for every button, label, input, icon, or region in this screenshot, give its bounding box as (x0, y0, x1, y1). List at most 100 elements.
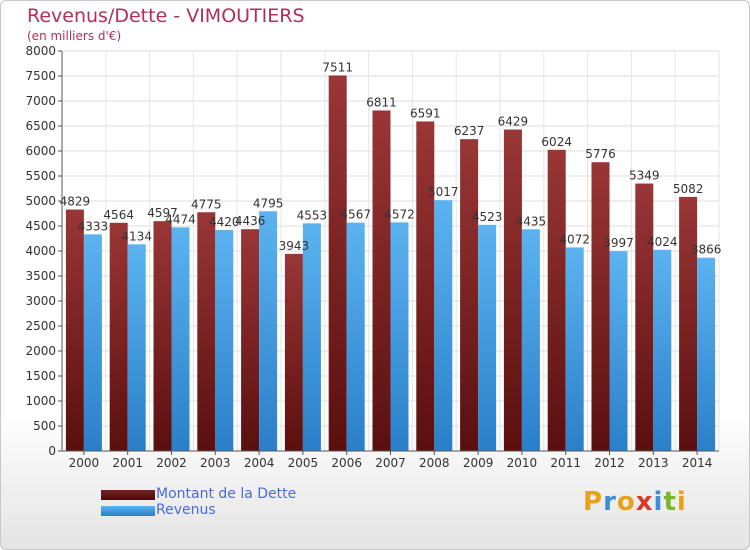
bar-revenus-2001 (127, 244, 146, 451)
bar-revenus-2013 (653, 249, 672, 451)
data-label-debt-2000: 4829 (60, 195, 91, 209)
y-tick-label: 7000 (25, 94, 56, 108)
chart-subtitle: (en milliers d'€) (27, 29, 122, 43)
data-label-revenus-2001: 4134 (121, 229, 152, 243)
data-label-revenus-2008: 5017 (428, 185, 459, 199)
data-label-debt-2012: 5776 (585, 147, 616, 161)
data-label-debt-2003: 4775 (191, 197, 222, 211)
proxiti-logo: Proxiti (583, 487, 687, 517)
data-label-revenus-2004: 4795 (253, 196, 284, 210)
x-tick-label-2010: 2010 (507, 456, 538, 470)
x-tick-label-2002: 2002 (156, 456, 187, 470)
y-tick-label: 6500 (25, 119, 56, 133)
data-label-debt-2008: 6591 (410, 106, 441, 120)
y-tick-label: 1000 (25, 394, 56, 408)
bar-debt-2014 (679, 196, 698, 451)
x-tick-label-2013: 2013 (638, 456, 669, 470)
logo-letter: i (653, 487, 664, 517)
y-tick-label: 4000 (25, 244, 56, 258)
legend-swatch-debt (101, 490, 155, 500)
y-tick-label: 3500 (25, 269, 56, 283)
data-label-revenus-2011: 4072 (559, 232, 590, 246)
y-tick-label: 6000 (25, 144, 56, 158)
data-label-debt-2014: 5082 (673, 182, 704, 196)
data-label-revenus-2013: 4024 (647, 235, 678, 249)
logo-letter: P (583, 487, 604, 517)
data-label-revenus-2003: 4420 (209, 215, 240, 229)
bar-revenus-2005 (302, 223, 321, 451)
legend-label-revenus: Revenus (156, 502, 216, 518)
data-label-revenus-2002: 4474 (165, 212, 196, 226)
bar-debt-2002 (153, 221, 172, 451)
x-tick-label-2008: 2008 (419, 456, 450, 470)
data-label-revenus-2012: 3997 (603, 236, 634, 250)
bar-debt-2000 (65, 209, 84, 451)
bar-debt-2006 (328, 75, 347, 451)
bar-debt-2001 (109, 222, 128, 451)
chart-title: Revenus/Dette - VIMOUTIERS (27, 5, 305, 27)
x-tick-label-2005: 2005 (288, 456, 319, 470)
data-label-revenus-2014: 3866 (691, 243, 722, 257)
data-label-revenus-2000: 4333 (78, 219, 109, 233)
x-tick-label-2012: 2012 (594, 456, 625, 470)
bar-revenus-2006 (346, 222, 365, 451)
y-tick-label: 1500 (25, 369, 56, 383)
bar-debt-2005 (284, 253, 303, 451)
x-tick-label-2004: 2004 (244, 456, 275, 470)
logo-letter: i (676, 487, 687, 517)
y-tick-label: 5000 (25, 194, 56, 208)
data-label-revenus-2005: 4553 (297, 208, 328, 222)
legend-label-debt: Montant de la Dette (156, 486, 297, 502)
bar-debt-2010 (503, 129, 522, 452)
data-label-revenus-2006: 4567 (340, 208, 371, 222)
y-tick-label: 2500 (25, 319, 56, 333)
data-label-revenus-2007: 4572 (384, 207, 415, 221)
bar-debt-2013 (635, 183, 654, 452)
data-label-debt-2001: 4564 (103, 208, 134, 222)
bar-revenus-2012 (609, 251, 628, 451)
bar-revenus-2011 (565, 247, 584, 451)
x-tick-label-2011: 2011 (550, 456, 581, 470)
logo-letter: t (663, 487, 677, 517)
x-tick-label-2000: 2000 (69, 456, 100, 470)
legend-swatch-revenus (101, 506, 155, 516)
data-label-debt-2013: 5349 (629, 169, 660, 183)
data-label-debt-2009: 6237 (454, 124, 485, 138)
data-label-debt-2004: 4436 (235, 214, 266, 228)
bar-revenus-2010 (521, 229, 540, 451)
data-label-debt-2011: 6024 (541, 135, 572, 149)
bar-revenus-2009 (478, 224, 497, 451)
data-label-revenus-2009: 4523 (472, 210, 503, 224)
data-label-debt-2010: 6429 (498, 115, 529, 129)
y-tick-label: 0 (48, 444, 56, 458)
data-label-debt-2002: 4597 (147, 206, 178, 220)
x-tick-label-2006: 2006 (331, 456, 362, 470)
bar-debt-2004 (241, 229, 260, 451)
data-label-revenus-2010: 4435 (516, 214, 547, 228)
bar-debt-2009 (460, 139, 479, 451)
logo-letter: x (635, 487, 654, 517)
bar-revenus-2008 (434, 200, 453, 451)
y-tick-label: 500 (33, 419, 56, 433)
x-tick-label-2014: 2014 (682, 456, 713, 470)
bar-revenus-2007 (390, 222, 409, 451)
bar-debt-2012 (591, 162, 610, 451)
y-tick-label: 5500 (25, 169, 56, 183)
y-tick-label: 2000 (25, 344, 56, 358)
y-tick-label: 4500 (25, 219, 56, 233)
data-label-debt-2006: 7511 (322, 60, 353, 74)
bar-debt-2011 (547, 149, 566, 452)
x-tick-label-2001: 2001 (112, 456, 143, 470)
data-label-debt-2005: 3943 (279, 239, 310, 253)
x-tick-label-2003: 2003 (200, 456, 231, 470)
bar-debt-2007 (372, 110, 391, 451)
logo-letter: r (603, 487, 617, 517)
bar-revenus-2002 (171, 227, 190, 451)
logo-letter: o (616, 487, 636, 517)
bar-revenus-2004 (259, 211, 278, 451)
bar-debt-2008 (416, 121, 435, 451)
x-tick-label-2007: 2007 (375, 456, 406, 470)
bar-debt-2003 (197, 212, 216, 451)
